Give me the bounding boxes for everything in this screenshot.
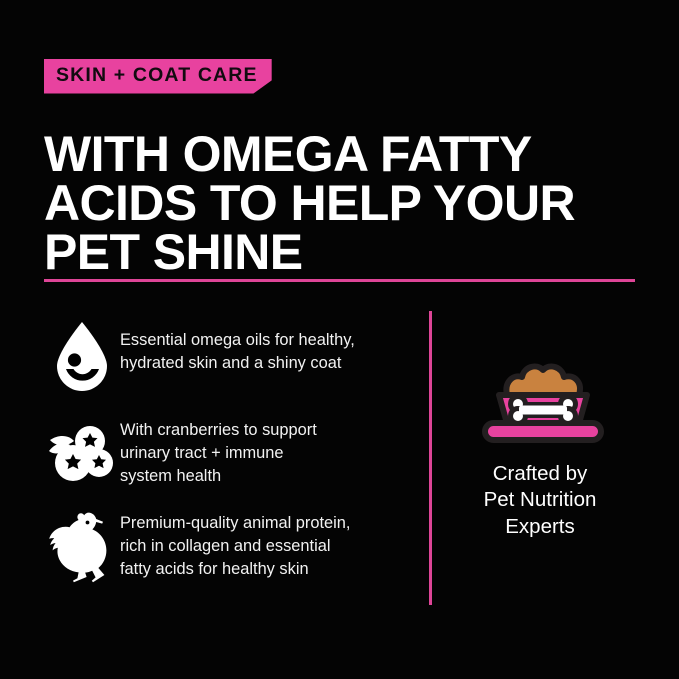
water-droplet-smile-icon <box>44 318 120 394</box>
benefit-text: Premium-quality animal protein, rich in … <box>120 514 351 579</box>
cranberries-icon <box>44 416 120 492</box>
benefit-text: With cranberries to support urinary trac… <box>120 421 317 486</box>
list-item: Essential omega oils for healthy, hydrat… <box>44 318 404 394</box>
vertical-divider <box>429 311 432 605</box>
eyebrow-badge-label: SKIN + COAT CARE <box>44 59 272 94</box>
pet-food-bowl-icon <box>482 363 604 443</box>
crafted-by-caption: Crafted by Pet Nutrition Experts <box>483 462 597 538</box>
page-title: WITH OMEGA FATTY ACIDS TO HELP YOUR PET … <box>44 125 576 280</box>
benefit-text: Essential omega oils for healthy, hydrat… <box>120 331 355 373</box>
list-item: With cranberries to support urinary trac… <box>44 416 404 492</box>
benefit-list: Essential omega oils for healthy, hydrat… <box>44 318 404 584</box>
chicken-icon <box>44 508 120 584</box>
list-item: Premium-quality animal protein, rich in … <box>44 508 404 584</box>
crafted-by-seal: Crafted by Pet Nutrition Experts <box>440 355 640 540</box>
eyebrow-badge: SKIN + COAT CARE <box>44 59 272 94</box>
horizontal-divider <box>44 279 635 282</box>
